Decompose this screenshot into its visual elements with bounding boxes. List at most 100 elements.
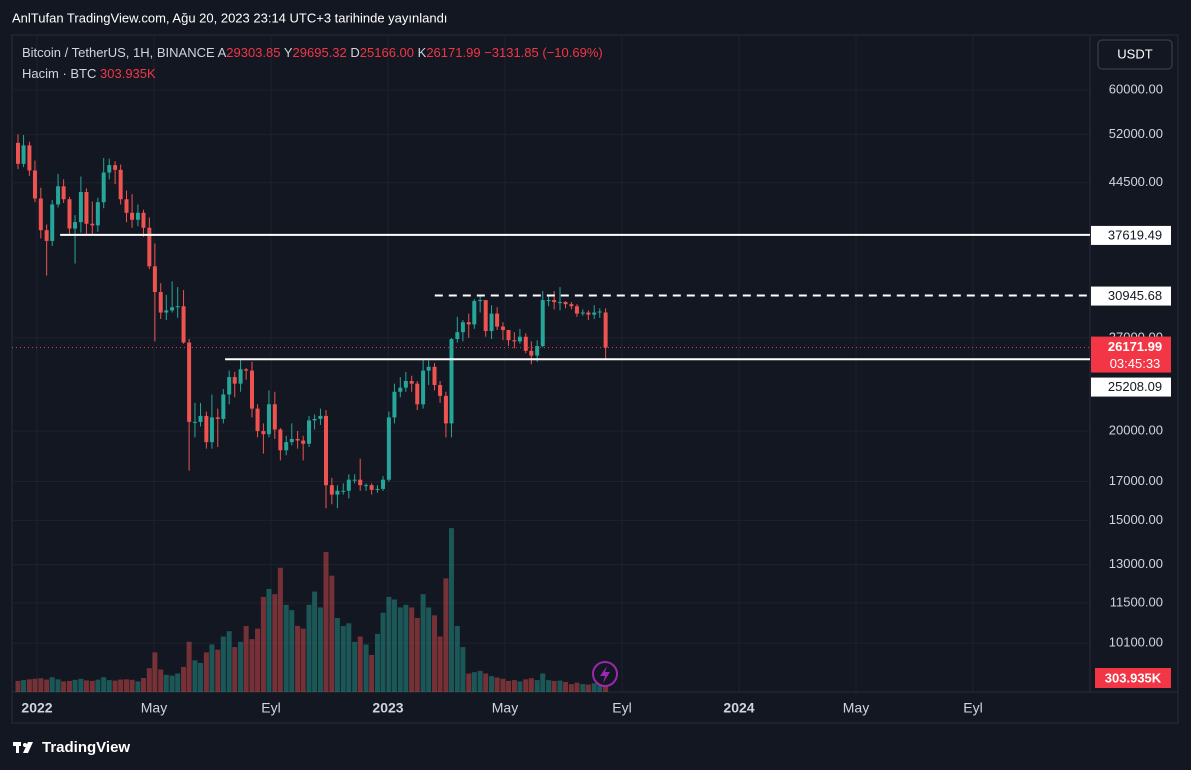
- x-tick-label: 2024: [723, 700, 754, 716]
- candle-body: [78, 191, 83, 223]
- volume-bar: [585, 684, 591, 692]
- volume-bar: [181, 666, 187, 692]
- candle-body: [381, 479, 386, 489]
- volume-bar: [300, 628, 306, 692]
- legend-key: Y: [284, 45, 293, 60]
- volume-bar: [591, 683, 597, 692]
- volume-bar: [374, 633, 380, 692]
- volume-bar: [454, 625, 460, 692]
- volume-bar: [420, 594, 426, 692]
- y-tick-label: 17000.00: [1109, 473, 1163, 488]
- volume-bar: [432, 615, 438, 692]
- volume-bar: [289, 610, 295, 692]
- candle-body: [249, 370, 254, 409]
- volume-bar: [26, 679, 32, 692]
- candle-body: [580, 312, 585, 314]
- candle-body: [472, 301, 477, 325]
- volume-bar: [403, 604, 409, 692]
- volume-bar: [283, 604, 289, 692]
- volume-bar: [540, 673, 546, 692]
- candle-body: [198, 415, 203, 422]
- x-tick-label: Eyl: [261, 700, 280, 716]
- candle-body: [209, 417, 214, 443]
- candle-body: [506, 329, 511, 341]
- legend-value: 29303.85: [226, 45, 280, 60]
- candle-body: [443, 395, 448, 424]
- volume-bar: [443, 578, 449, 692]
- candle-body: [597, 311, 602, 313]
- volume-bar: [574, 682, 580, 692]
- volume-label: 303.935K: [1105, 670, 1162, 685]
- volume-bar: [135, 681, 141, 692]
- candle-body: [284, 442, 289, 451]
- volume-bar: [460, 647, 466, 692]
- level-label: 30945.68: [1108, 288, 1162, 303]
- candle-body: [266, 404, 271, 435]
- y-tick-label: 11500.00: [1110, 594, 1163, 609]
- volume-bar: [352, 641, 358, 692]
- volume-bar: [89, 680, 95, 692]
- candle-body: [90, 223, 95, 226]
- volume-bar: [186, 641, 192, 692]
- lightning: [600, 666, 610, 683]
- candle-body: [38, 198, 43, 231]
- candle-body: [164, 310, 169, 313]
- volume-bar: [528, 678, 534, 692]
- candle-body: [204, 415, 209, 443]
- legend-value: 25166.00: [360, 45, 414, 60]
- candle-body: [557, 302, 562, 304]
- candle-body: [323, 415, 328, 486]
- y-tick-label: 15000.00: [1109, 512, 1163, 527]
- candle-body: [130, 212, 135, 220]
- candle-body: [500, 326, 505, 330]
- candle-body: [307, 420, 312, 444]
- volume-bar: [21, 680, 27, 692]
- candle-body: [563, 302, 568, 305]
- candle-body: [489, 313, 494, 332]
- volume-bar: [72, 679, 78, 692]
- volume-bar: [323, 551, 329, 692]
- currency-label[interactable]: USDT: [1117, 46, 1152, 61]
- y-tick-label: 52000.00: [1109, 126, 1163, 141]
- candle-body: [295, 438, 300, 441]
- volume-bar: [357, 636, 363, 692]
- candle-body: [312, 418, 317, 421]
- candle-body: [426, 366, 431, 371]
- volume-bar: [38, 678, 44, 692]
- candle-body: [227, 377, 232, 395]
- volume-bar: [391, 599, 397, 692]
- volume-bar: [580, 684, 586, 692]
- volume-bar: [209, 644, 215, 692]
- x-tick-label: 2022: [21, 700, 52, 716]
- candle-body: [255, 408, 260, 432]
- legend-symbol: Bitcoin / TetherUS, 1H, BINANCE: [22, 45, 215, 60]
- countdown-label: 03:45:33: [1110, 356, 1161, 371]
- volume-bar: [118, 679, 124, 692]
- candle-body: [495, 313, 500, 327]
- currency-button[interactable]: [1097, 39, 1173, 70]
- candle-body: [352, 479, 357, 481]
- volume-label-box: [1095, 668, 1171, 688]
- candle-body: [466, 322, 471, 325]
- y-tick-label: 13000.00: [1109, 556, 1163, 571]
- candle-body: [403, 381, 408, 388]
- x-tick-label: May: [843, 700, 869, 716]
- candle-body: [523, 336, 528, 351]
- volume-bar: [169, 675, 175, 692]
- volume-bar: [158, 669, 164, 692]
- candle-body: [535, 346, 540, 356]
- legend-key: K: [418, 45, 427, 60]
- last-price-label: 26171.99: [1108, 339, 1162, 354]
- candle-body: [158, 292, 163, 313]
- candle-body: [15, 142, 20, 164]
- candle-body: [301, 440, 306, 444]
- candle-body: [329, 485, 334, 495]
- volume-bar: [249, 639, 255, 692]
- volume-bar: [380, 612, 386, 692]
- volume-bar: [140, 677, 146, 692]
- volume-bar: [448, 528, 454, 692]
- volume-legend: Hacim · BTC 303.935K: [22, 66, 156, 81]
- candle-body: [113, 165, 118, 170]
- level-label: 25208.09: [1108, 379, 1162, 394]
